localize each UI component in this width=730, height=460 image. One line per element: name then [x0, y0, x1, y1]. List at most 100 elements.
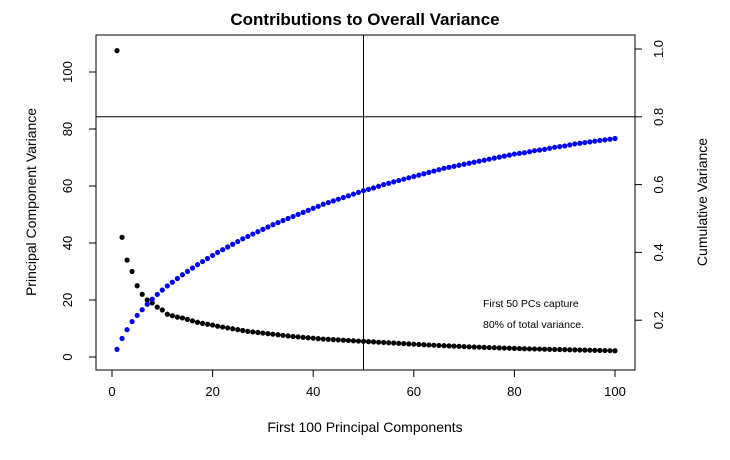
series-layer	[114, 48, 618, 354]
pc-variance-point	[179, 315, 186, 321]
cumulative-variance-point	[370, 185, 377, 191]
left-y-axis: 0 20 40 60 80 100	[60, 61, 97, 361]
cumulative-variance-point	[199, 258, 206, 265]
y2-axis-label: Cumulative Variance	[694, 138, 710, 266]
pc-variance-point	[265, 331, 271, 337]
cumulative-variance-point	[159, 287, 165, 293]
pc-variance-point	[270, 331, 276, 337]
cumulative-variance-point	[406, 175, 412, 181]
pc-variance-point	[536, 346, 543, 352]
pc-variance-point	[285, 333, 291, 339]
pc-variance-point	[144, 297, 150, 303]
pc-variance-point	[129, 268, 135, 275]
x-axis: 0 20 40 60 80 100	[108, 369, 626, 399]
pc-variance-point	[516, 345, 523, 352]
pc-variance-point	[370, 339, 377, 345]
pc-variance-point	[567, 347, 573, 353]
cumulative-variance-point	[119, 335, 125, 342]
cumulative-variance-point	[295, 211, 301, 218]
pc-variance-point	[199, 320, 206, 326]
cumulative-variance-point	[572, 141, 578, 147]
x-tick-label: 0	[108, 384, 115, 399]
cumulative-variance-point	[375, 183, 382, 189]
cumulative-variance-point	[255, 229, 261, 235]
pc-variance-point	[481, 344, 487, 350]
pc-variance-point	[491, 345, 497, 351]
cumulative-variance-point	[210, 252, 216, 259]
pc-variance-point	[164, 311, 170, 317]
cumulative-variance-point	[305, 207, 311, 213]
cumulative-variance-point	[124, 327, 130, 333]
y-tick-label: 40	[60, 236, 75, 250]
y2-tick-label: 0.4	[651, 243, 666, 261]
cumulative-variance-point	[360, 188, 367, 194]
cumulative-variance-point	[506, 152, 512, 158]
pc-variance-point	[365, 339, 372, 345]
pc-variance-point	[426, 342, 432, 348]
cumulative-variance-point	[416, 172, 422, 178]
x-tick-label: 100	[604, 384, 626, 399]
pc-variance-point	[235, 327, 241, 333]
cumulative-variance-point	[602, 137, 608, 143]
cumulative-variance-point	[149, 296, 155, 302]
pc-variance-point	[612, 348, 618, 354]
pc-variance-point	[436, 342, 442, 349]
cumulative-variance-point	[461, 161, 467, 167]
cumulative-variance-point	[612, 135, 618, 142]
pc-variance-point	[375, 339, 382, 345]
cumulative-variance-point	[516, 150, 523, 157]
pc-variance-point	[451, 343, 457, 349]
y-tick-label: 0	[60, 353, 75, 360]
pc-variance-point	[169, 313, 175, 319]
series-cumulative-variance	[114, 135, 618, 352]
cumulative-variance-point	[270, 222, 276, 228]
cumulative-variance-point	[204, 255, 211, 262]
cumulative-variance-point	[592, 138, 598, 144]
cumulative-variance-point	[250, 231, 256, 237]
pc-variance-point	[421, 342, 427, 348]
pc-variance-point	[461, 343, 467, 350]
pc-variance-point	[260, 330, 266, 336]
pc-variance-point	[486, 344, 492, 351]
cumulative-variance-point	[220, 247, 226, 253]
cumulative-variance-point	[401, 176, 407, 182]
cumulative-variance-point	[587, 139, 593, 145]
cumulative-variance-point	[582, 139, 588, 146]
pc-variance-point	[391, 340, 397, 346]
cumulative-variance-point	[230, 241, 236, 247]
y2-tick-label: 0.6	[651, 176, 666, 194]
pc-variance-point	[597, 347, 603, 354]
y-tick-label: 80	[60, 122, 75, 136]
y2-tick-label: 1.0	[651, 40, 666, 58]
cumulative-variance-point	[471, 159, 477, 165]
pc-variance-point	[541, 346, 548, 352]
cumulative-variance-point	[335, 196, 341, 202]
pc-variance-point	[139, 291, 145, 297]
pc-variance-point	[511, 345, 517, 351]
x-tick-label: 80	[507, 384, 521, 399]
pc-variance-point	[526, 346, 533, 352]
cumulative-variance-point	[114, 346, 120, 352]
pc-variance-point	[562, 347, 568, 353]
cumulative-variance-point	[446, 164, 452, 170]
cumulative-variance-point	[184, 268, 191, 274]
pc-variance-point	[230, 326, 236, 332]
cumulative-variance-point	[501, 153, 507, 159]
pc-variance-point	[607, 348, 613, 354]
pc-variance-point	[250, 329, 256, 335]
pc-variance-point	[154, 304, 160, 310]
pc-variance-point	[245, 328, 251, 334]
cumulative-variance-point	[350, 191, 357, 197]
y2-tick-label: 0.8	[651, 108, 666, 126]
pc-variance-point	[501, 345, 507, 351]
y-tick-label: 60	[60, 179, 75, 193]
cumulative-variance-point	[381, 182, 387, 188]
cumulative-variance-point	[285, 215, 291, 222]
pc-variance-point	[587, 347, 593, 353]
cumulative-variance-point	[194, 262, 201, 268]
cumulative-variance-point	[557, 144, 563, 150]
cumulative-variance-point	[310, 205, 316, 211]
pc-variance-point	[521, 346, 528, 352]
y-tick-label: 100	[60, 61, 75, 83]
cumulative-variance-point	[436, 167, 442, 173]
